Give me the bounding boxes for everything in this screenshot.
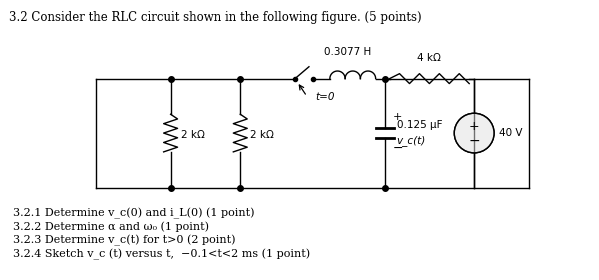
Text: 3.2.4 Sketch v_c (t) versus t,  −0.1<t<2 ms (1 point): 3.2.4 Sketch v_c (t) versus t, −0.1<t<2 … — [13, 249, 310, 260]
Circle shape — [454, 113, 494, 153]
Text: t=0: t=0 — [315, 92, 334, 102]
Text: 3.2.2 Determine α and ω₀ (1 point): 3.2.2 Determine α and ω₀ (1 point) — [13, 221, 209, 232]
Text: +: + — [469, 120, 479, 133]
Text: 3.2.1 Determine v_c(0) and i_L(0) (1 point): 3.2.1 Determine v_c(0) and i_L(0) (1 poi… — [13, 207, 255, 219]
Text: +: + — [392, 112, 402, 122]
Text: 2 kΩ: 2 kΩ — [250, 130, 274, 140]
Text: 40 V: 40 V — [499, 128, 522, 138]
Text: v_c(t): v_c(t) — [397, 136, 426, 146]
Text: 4 kΩ: 4 kΩ — [418, 53, 441, 63]
Text: 3.2.3 Determine v_c(t) for t>0 (2 point): 3.2.3 Determine v_c(t) for t>0 (2 point) — [13, 235, 236, 246]
Text: 0.3077 H: 0.3077 H — [324, 47, 371, 57]
Text: 2 kΩ: 2 kΩ — [180, 130, 204, 140]
Text: 0.125 μF: 0.125 μF — [397, 120, 442, 130]
Text: −: − — [392, 143, 403, 155]
Text: 3.2 Consider the RLC circuit shown in the following figure. (5 points): 3.2 Consider the RLC circuit shown in th… — [10, 11, 422, 24]
Text: −: − — [468, 134, 480, 148]
